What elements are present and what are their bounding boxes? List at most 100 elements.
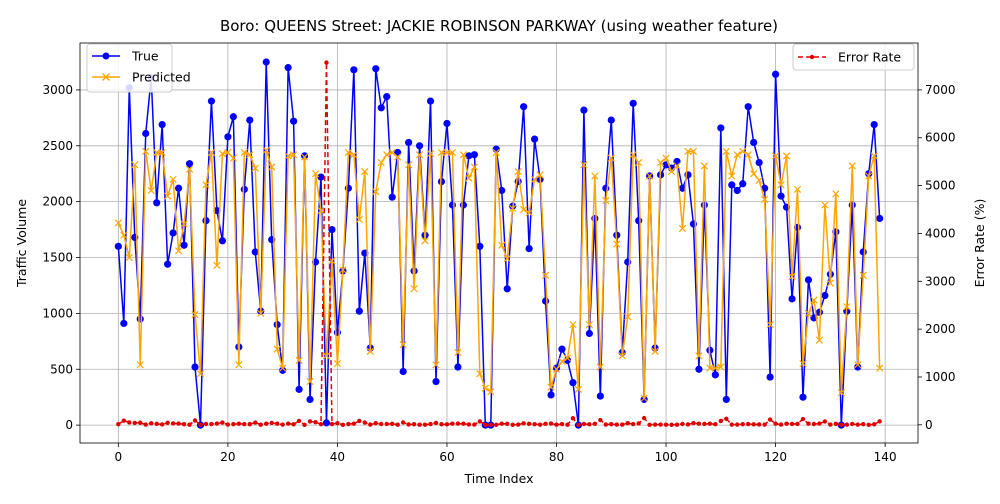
series-line-true (117, 61, 881, 426)
y2-tick-label: 0 (925, 418, 933, 432)
point-true (870, 120, 878, 129)
point-error-rate (603, 422, 608, 427)
x-tick-label: 0 (115, 450, 123, 464)
point-predicted (114, 219, 122, 227)
point-error-rate (800, 416, 806, 422)
legend-predicted-marker (102, 73, 110, 81)
y2-tick-label: 1000 (925, 370, 956, 384)
point-error-rate (373, 420, 378, 426)
point-predicted (717, 363, 725, 371)
point-error-rate (159, 422, 165, 427)
point-error-rate (510, 422, 515, 427)
point-error-rate (209, 421, 214, 427)
point-error-rate (313, 420, 318, 425)
point-predicted (563, 354, 572, 362)
point-predicted (153, 148, 161, 157)
point-predicted (739, 147, 747, 156)
point-predicted (257, 309, 265, 318)
point-predicted (125, 253, 133, 262)
point-error-rate (236, 421, 242, 426)
point-predicted (164, 192, 172, 200)
point-true (520, 103, 528, 111)
point-predicted (169, 175, 177, 183)
x-tick-label: 80 (549, 450, 564, 464)
point-predicted (695, 352, 703, 360)
x-tick-label: 100 (655, 450, 678, 464)
point-error-rate (411, 422, 417, 427)
point-error-rate (143, 422, 148, 427)
point-true (755, 158, 763, 167)
point-true (470, 151, 478, 159)
point-error-rate (713, 422, 718, 427)
point-predicted (372, 187, 380, 196)
point-true (432, 377, 440, 386)
point-predicted (498, 241, 506, 249)
x-tick-label: 140 (874, 450, 897, 464)
point-predicted (569, 320, 577, 329)
point-error-rate (674, 422, 680, 427)
point-true (290, 117, 298, 125)
point-predicted (476, 370, 484, 378)
point-true (383, 93, 391, 101)
point-true (854, 363, 862, 371)
point-error-rate (214, 421, 220, 426)
point-true (300, 152, 309, 160)
point-predicted (837, 389, 845, 397)
point-predicted (235, 361, 243, 369)
point-true (678, 184, 687, 192)
point-predicted (826, 279, 834, 287)
point-error-rate (526, 421, 532, 427)
point-error-rate (291, 422, 296, 427)
legend-error-label: Error Rate (838, 50, 901, 65)
point-predicted (607, 154, 615, 162)
point-predicted (859, 271, 867, 280)
point-predicted (635, 158, 643, 167)
point-predicted (361, 167, 369, 176)
point-predicted (322, 352, 331, 360)
point-error-rate (839, 422, 844, 428)
point-true (355, 307, 363, 315)
point-error-rate (285, 421, 291, 426)
y2-tick-label: 5000 (925, 179, 956, 193)
point-error-rate (636, 421, 641, 426)
y-tick-label: 2500 (42, 139, 73, 153)
point-error-rate (598, 417, 603, 423)
point-predicted (667, 167, 676, 176)
point-true (153, 199, 161, 207)
point-error-rate (181, 422, 187, 427)
point-error-rate (592, 421, 598, 427)
point-error-rate (149, 421, 154, 426)
point-true (585, 329, 593, 338)
point-predicted (629, 151, 637, 159)
point-error-rate (187, 422, 192, 427)
point-true (158, 120, 166, 129)
point-true (229, 113, 237, 121)
point-predicted (174, 247, 183, 255)
point-error-rate (850, 421, 855, 427)
point-true (169, 229, 177, 237)
point-true (531, 135, 539, 143)
point-true (728, 181, 736, 189)
point-predicted (541, 271, 550, 280)
point-true (448, 201, 457, 209)
point-error-rate (554, 422, 559, 427)
point-true (465, 152, 473, 160)
point-error-rate (138, 420, 143, 425)
point-error-rate (735, 422, 740, 427)
point-error-rate (871, 422, 877, 427)
point-predicted (454, 348, 462, 357)
point-predicted (366, 347, 374, 356)
point-error-rate (729, 422, 734, 427)
point-true (788, 295, 796, 303)
y-tick-label: 1500 (42, 251, 73, 265)
point-error-rate (565, 422, 570, 427)
point-error-rate (384, 421, 389, 427)
point-predicted (355, 215, 363, 224)
point-true (284, 63, 292, 72)
point-predicted (536, 171, 544, 179)
point-predicted (284, 152, 292, 160)
point-error-rate (302, 422, 307, 428)
point-predicted (624, 313, 632, 321)
point-predicted (289, 151, 298, 159)
